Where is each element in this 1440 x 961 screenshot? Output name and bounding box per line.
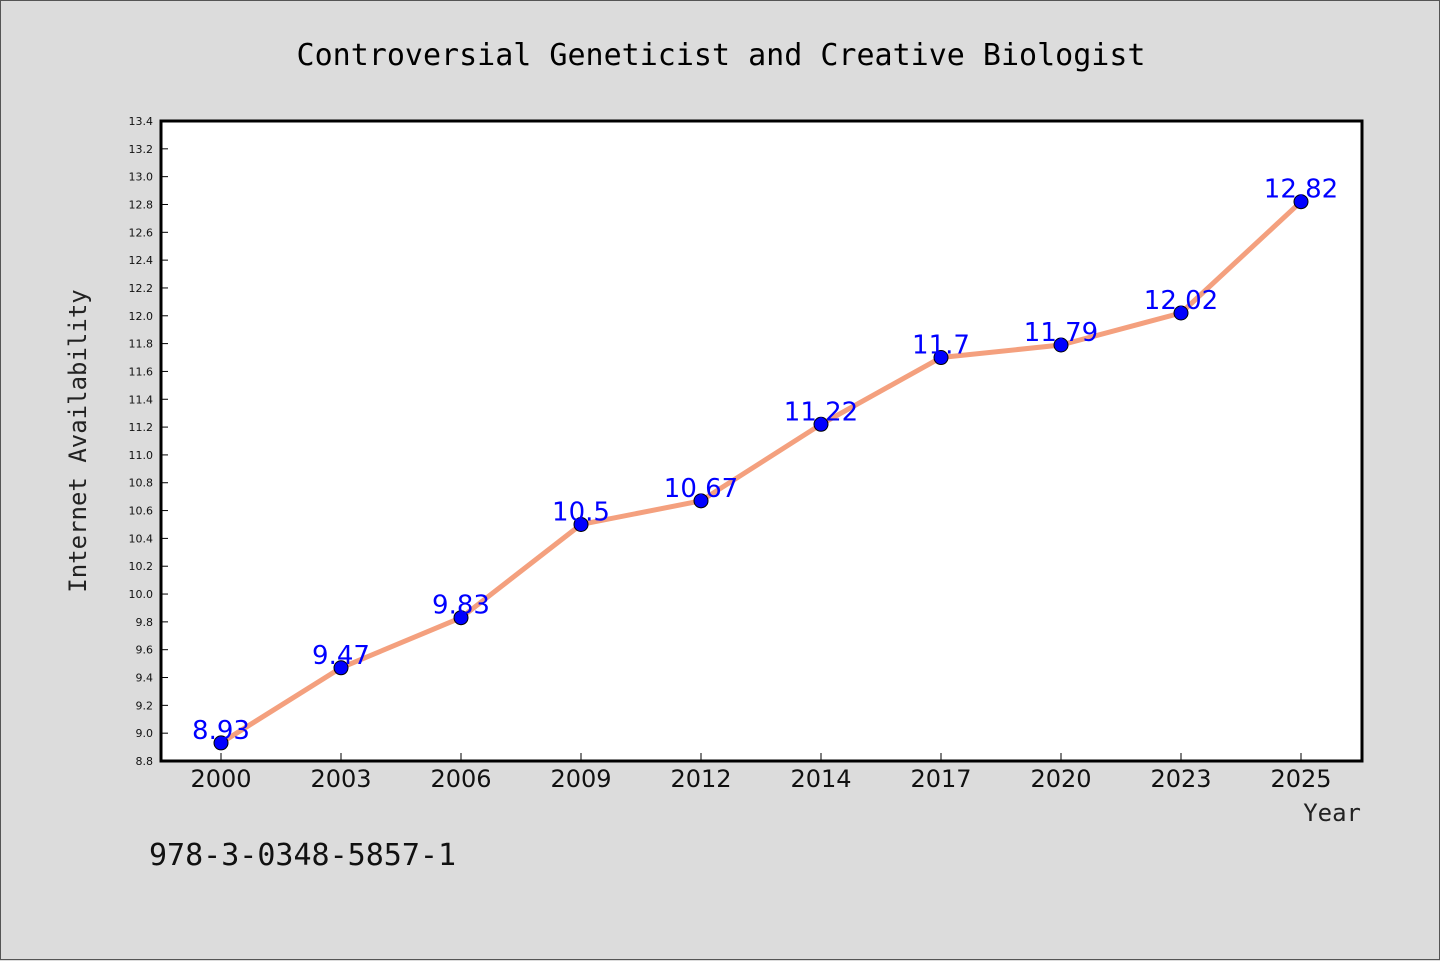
data-point-marker [1173,305,1189,321]
y-tick-label: 13.4 [129,115,154,128]
y-tick-label: 13.2 [129,143,154,156]
y-tick-label: 10.6 [129,505,154,518]
x-tick-label: 2023 [1150,765,1211,793]
data-label: 11.7 [912,331,970,361]
x-tick-label: 2003 [310,765,371,793]
y-tick-label: 9.4 [136,672,154,685]
data-point-marker [1293,194,1309,210]
y-tick-label: 11.6 [129,365,154,378]
x-tick-label: 2009 [550,765,611,793]
data-point-marker [333,660,349,676]
data-label: 9.83 [432,591,490,621]
x-tick-label: 2006 [430,765,491,793]
x-tick-label: 2000 [190,765,251,793]
y-tick-label: 10.0 [129,588,154,601]
data-point-marker [453,610,469,626]
data-label: 12.02 [1144,286,1218,316]
footnote-isbn: 978-3-0348-5857-1 [149,838,456,873]
y-tick-label: 8.8 [136,755,154,768]
y-tick-label: 12.2 [129,282,154,295]
data-label: 10.5 [552,497,610,527]
y-tick-label: 12.0 [129,310,154,323]
data-label: 12.82 [1264,175,1338,205]
x-axis-label: Year [1303,799,1361,827]
data-label: 8.93 [192,716,250,746]
y-tick-label: 10.8 [129,477,154,490]
series-group [213,194,1309,751]
data-point-marker [813,416,829,432]
y-tick-label: 10.2 [129,560,154,573]
plot-area [159,119,1364,763]
data-point-marker [213,735,229,751]
x-axis: 2000 2003 2006 2009 2012 2014 2017 2020 2023 2025 [190,753,1332,793]
y-tick-label: 11.2 [129,421,154,434]
data-point-marker [1053,337,1069,353]
x-tick-label: 2020 [1030,765,1091,793]
y-tick-label: 12.4 [129,254,154,267]
x-tick-label: 2017 [910,765,971,793]
y-axis-label: Internet Availability [64,289,92,592]
y-tick-label: 13.0 [129,171,154,184]
x-tick-label: 2014 [790,765,851,793]
y-tick-label: 11.4 [129,393,154,406]
y-tick-label: 9.2 [136,699,154,712]
y-tick-label: 11.0 [129,449,154,462]
y-tick-label: 9.8 [136,616,154,629]
y-axis: 8.8 9.0 9.2 9.4 9.6 9.8 10.0 10.2 10.4 10.6 10.8 11… [129,115,168,768]
data-point-marker [933,350,949,366]
data-label: 10.67 [664,474,738,504]
x-tick-label: 2025 [1270,765,1331,793]
y-tick-label: 9.6 [136,644,154,657]
y-tick-label: 12.6 [129,226,154,239]
data-label: 11.22 [784,397,858,427]
y-tick-label: 12.8 [129,198,154,211]
chart-title: Controversial Geneticist and Creative Bi… [297,38,1146,73]
data-label: 9.47 [312,641,370,671]
y-tick-label: 11.8 [129,338,154,351]
y-tick-label: 9.0 [136,727,154,740]
data-label: 11.79 [1024,318,1098,348]
data-point-marker [693,493,709,509]
y-tick-label: 10.4 [129,532,154,545]
series-line [218,199,1304,746]
data-label-group: 8.93 9.47 9.83 10.5 10.67 11.22 11.7 11.79 12.02… [192,175,1338,746]
x-tick-label: 2012 [670,765,731,793]
data-point-marker [573,516,589,532]
